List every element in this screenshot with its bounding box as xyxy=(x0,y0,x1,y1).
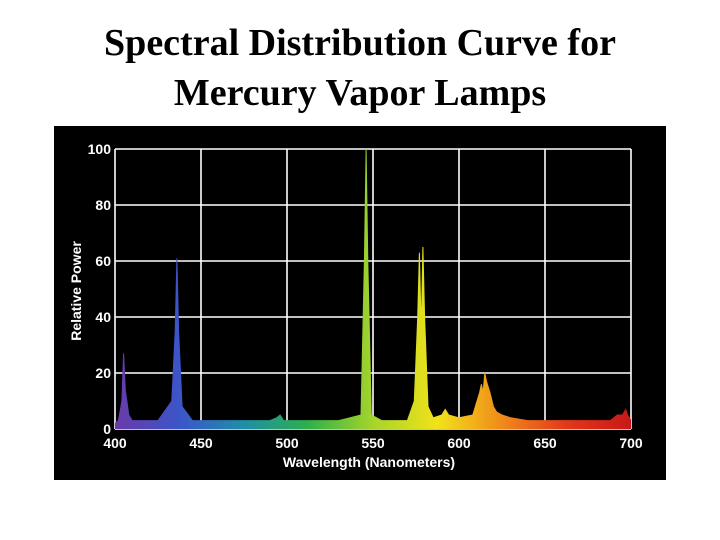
tick-label-layer: 400 450 500 550 600 650 700 0 20 40 60 80 100 xyxy=(88,141,643,451)
spectral-chart: 400 450 500 550 600 650 700 0 20 40 60 80 100 Wavele… xyxy=(68,141,643,470)
x-tick-label: 450 xyxy=(189,435,213,451)
y-tick-label: 20 xyxy=(95,365,111,381)
x-tick-label: 550 xyxy=(361,435,385,451)
y-tick-label: 40 xyxy=(95,309,111,325)
spectrum-area xyxy=(115,149,631,429)
x-axis-label: Wavelength (Nanometers) xyxy=(283,454,455,470)
x-tick-label: 650 xyxy=(533,435,557,451)
x-tick-label: 600 xyxy=(447,435,471,451)
y-tick-label: 80 xyxy=(95,197,111,213)
slide-title-line-1: Spectral Distribution Curve for xyxy=(104,22,616,64)
y-tick-label: 0 xyxy=(103,421,111,437)
y-tick-label: 100 xyxy=(88,141,112,157)
slide-title-line-2: Mercury Vapor Lamps xyxy=(173,72,547,114)
y-tick-label: 60 xyxy=(95,253,111,269)
slide-title: Spectral Distribution Curve for Mercury … xyxy=(0,18,720,118)
x-tick-label: 700 xyxy=(619,435,643,451)
x-tick-label: 400 xyxy=(103,435,127,451)
spectral-chart-panel: 400 450 500 550 600 650 700 0 20 40 60 80 100 Wavele… xyxy=(54,126,666,480)
y-axis-label: Relative Power xyxy=(68,241,84,341)
grid-layer xyxy=(114,148,632,430)
spectrum-area-layer xyxy=(115,149,631,429)
x-tick-label: 500 xyxy=(275,435,299,451)
